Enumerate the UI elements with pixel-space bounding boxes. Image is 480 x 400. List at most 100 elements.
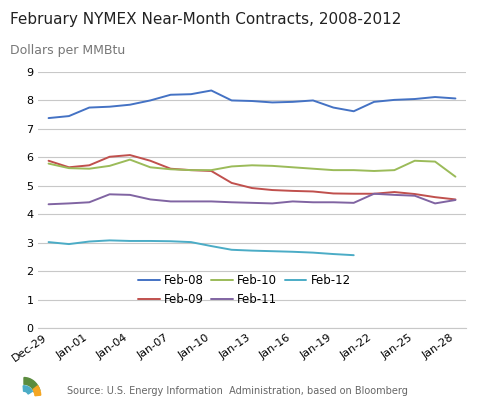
- Feb-08: [269, 100, 275, 105]
- Feb-10: [147, 165, 153, 170]
- Feb-09: [46, 158, 51, 163]
- Feb-09: [432, 195, 438, 200]
- Feb-09: [453, 197, 458, 202]
- Feb-11: [168, 199, 173, 204]
- Feb-12: [188, 240, 194, 244]
- Feb-11: [208, 199, 214, 204]
- Feb-11: [371, 191, 377, 196]
- Feb-08: [371, 100, 377, 104]
- Feb-10: [168, 167, 173, 172]
- Feb-10: [290, 165, 296, 170]
- Feb-12: [269, 249, 275, 254]
- Feb-10: [249, 163, 255, 168]
- Feb-10: [208, 168, 214, 172]
- Text: Source: U.S. Energy Information  Administration, based on Bloomberg: Source: U.S. Energy Information Administ…: [67, 386, 408, 396]
- Feb-12: [168, 239, 173, 244]
- Feb-09: [229, 180, 235, 185]
- Feb-12: [310, 250, 316, 255]
- Wedge shape: [24, 378, 40, 392]
- Text: Dollars per MMBtu: Dollars per MMBtu: [10, 44, 125, 57]
- Feb-08: [229, 98, 235, 103]
- Feb-09: [290, 188, 296, 193]
- Feb-12: [46, 240, 51, 244]
- Feb-11: [188, 199, 194, 204]
- Feb-08: [66, 114, 72, 118]
- Feb-12: [66, 242, 72, 246]
- Feb-09: [127, 153, 133, 158]
- Feb-08: [168, 92, 173, 97]
- Feb-11: [269, 201, 275, 206]
- Feb-09: [392, 190, 397, 194]
- Feb-09: [269, 188, 275, 192]
- Feb-09: [168, 166, 173, 171]
- Feb-08: [46, 116, 51, 120]
- Feb-11: [392, 192, 397, 197]
- Feb-12: [147, 238, 153, 243]
- Feb-09: [107, 154, 112, 159]
- Feb-10: [371, 168, 377, 173]
- Feb-11: [453, 198, 458, 202]
- Feb-08: [392, 98, 397, 102]
- Feb-09: [66, 165, 72, 170]
- Feb-09: [331, 191, 336, 196]
- Feb-12: [249, 248, 255, 253]
- Feb-11: [432, 201, 438, 206]
- Feb-10: [86, 166, 92, 171]
- Wedge shape: [33, 386, 41, 396]
- Feb-08: [147, 98, 153, 103]
- Feb-08: [208, 88, 214, 93]
- Feb-11: [412, 193, 418, 198]
- Feb-11: [351, 200, 357, 205]
- Feb-11: [290, 199, 296, 204]
- Feb-10: [127, 157, 133, 162]
- Feb-08: [249, 99, 255, 104]
- Feb-12: [127, 238, 133, 243]
- Feb-11: [310, 200, 316, 205]
- Feb-11: [86, 200, 92, 205]
- Feb-09: [188, 168, 194, 172]
- Feb-08: [290, 100, 296, 104]
- Feb-11: [331, 200, 336, 205]
- Text: February NYMEX Near-Month Contracts, 2008-2012: February NYMEX Near-Month Contracts, 200…: [10, 12, 401, 27]
- Feb-10: [392, 168, 397, 172]
- Feb-08: [310, 98, 316, 103]
- Feb-10: [453, 174, 458, 179]
- Feb-08: [412, 97, 418, 102]
- Feb-10: [331, 168, 336, 172]
- Feb-10: [188, 168, 194, 172]
- Feb-12: [208, 244, 214, 248]
- Feb-10: [46, 161, 51, 166]
- Feb-11: [46, 202, 51, 207]
- Feb-10: [107, 164, 112, 168]
- Feb-08: [453, 96, 458, 101]
- Feb-09: [412, 192, 418, 196]
- Legend: Feb-08, Feb-09, Feb-10, Feb-11, Feb-12: Feb-08, Feb-09, Feb-10, Feb-11, Feb-12: [138, 274, 350, 306]
- Feb-11: [66, 201, 72, 206]
- Feb-12: [331, 252, 336, 256]
- Feb-11: [249, 200, 255, 205]
- Feb-09: [147, 158, 153, 163]
- Feb-11: [229, 200, 235, 205]
- Feb-12: [86, 239, 92, 244]
- Feb-12: [229, 247, 235, 252]
- Feb-12: [107, 238, 112, 243]
- Feb-10: [412, 158, 418, 163]
- Feb-09: [310, 189, 316, 194]
- Feb-08: [188, 92, 194, 96]
- Feb-11: [127, 192, 133, 197]
- Feb-09: [249, 186, 255, 190]
- Feb-10: [229, 164, 235, 169]
- Feb-08: [331, 105, 336, 110]
- Feb-08: [351, 109, 357, 114]
- Line: Feb-12: Feb-12: [48, 240, 354, 255]
- Feb-09: [351, 191, 357, 196]
- Feb-10: [432, 159, 438, 164]
- Feb-08: [86, 105, 92, 110]
- Feb-11: [147, 197, 153, 202]
- Feb-08: [107, 104, 112, 109]
- Line: Feb-11: Feb-11: [48, 194, 456, 204]
- Feb-10: [310, 166, 316, 171]
- Feb-10: [269, 164, 275, 168]
- Feb-10: [351, 168, 357, 172]
- Feb-09: [371, 191, 377, 196]
